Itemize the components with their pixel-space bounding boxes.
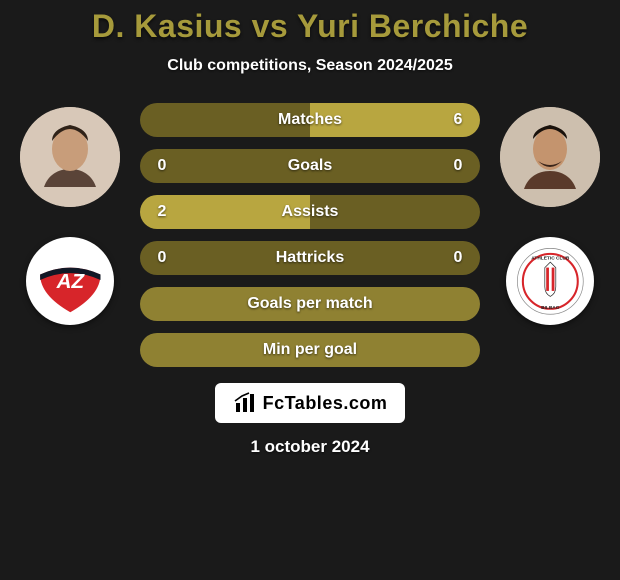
stat-bar-content: Matches6 <box>140 103 480 137</box>
stat-bar: 0Hattricks0 <box>140 241 480 275</box>
club-right-icon: ATHLETIC CLUB BILBAO <box>516 247 585 316</box>
stat-label: Matches <box>140 111 480 129</box>
subtitle: Club competitions, Season 2024/2025 <box>167 57 452 75</box>
date-text: 1 october 2024 <box>250 437 369 457</box>
svg-text:ATHLETIC CLUB: ATHLETIC CLUB <box>531 255 570 261</box>
source-badge: FcTables.com <box>215 383 406 423</box>
stat-label: Assists <box>140 203 480 221</box>
stat-bar: Matches6 <box>140 103 480 137</box>
player-right-avatar <box>500 107 600 207</box>
source-text: FcTables.com <box>263 393 388 414</box>
club-right-badge: ATHLETIC CLUB BILBAO <box>506 237 594 325</box>
stat-bar-content: Min per goal <box>140 333 480 367</box>
stat-label: Hattricks <box>140 249 480 267</box>
chart-icon <box>233 391 257 415</box>
stat-bars: Matches6 0Goals0 2Assists 0Hattricks0 Goals … <box>140 99 480 367</box>
stat-bar-content: Goals per match <box>140 287 480 321</box>
main-row: AZ Matches6 0Goals0 2Assists 0Hattricks0 Goa… <box>0 99 620 367</box>
stat-label: Goals <box>140 157 480 175</box>
avatar-placeholder-icon <box>500 107 600 207</box>
svg-text:AZ: AZ <box>55 270 85 293</box>
stat-label: Min per goal <box>140 341 480 359</box>
stat-bar: Goals per match <box>140 287 480 321</box>
stat-bar-content: 2Assists <box>140 195 480 229</box>
stat-bar: Min per goal <box>140 333 480 367</box>
comparison-card: D. Kasius vs Yuri Berchiche Club competi… <box>0 0 620 580</box>
avatar-placeholder-icon <box>20 107 120 207</box>
right-column: ATHLETIC CLUB BILBAO <box>500 99 600 325</box>
stat-label: Goals per match <box>140 295 480 313</box>
club-left-icon: AZ <box>36 247 105 316</box>
stat-bar: 2Assists <box>140 195 480 229</box>
stat-bar-content: 0Goals0 <box>140 149 480 183</box>
left-column: AZ <box>20 99 120 325</box>
svg-text:BILBAO: BILBAO <box>541 304 560 310</box>
stat-bar-content: 0Hattricks0 <box>140 241 480 275</box>
stat-bar: 0Goals0 <box>140 149 480 183</box>
player-left-avatar <box>20 107 120 207</box>
club-left-badge: AZ <box>26 237 114 325</box>
page-title: D. Kasius vs Yuri Berchiche <box>92 8 528 45</box>
